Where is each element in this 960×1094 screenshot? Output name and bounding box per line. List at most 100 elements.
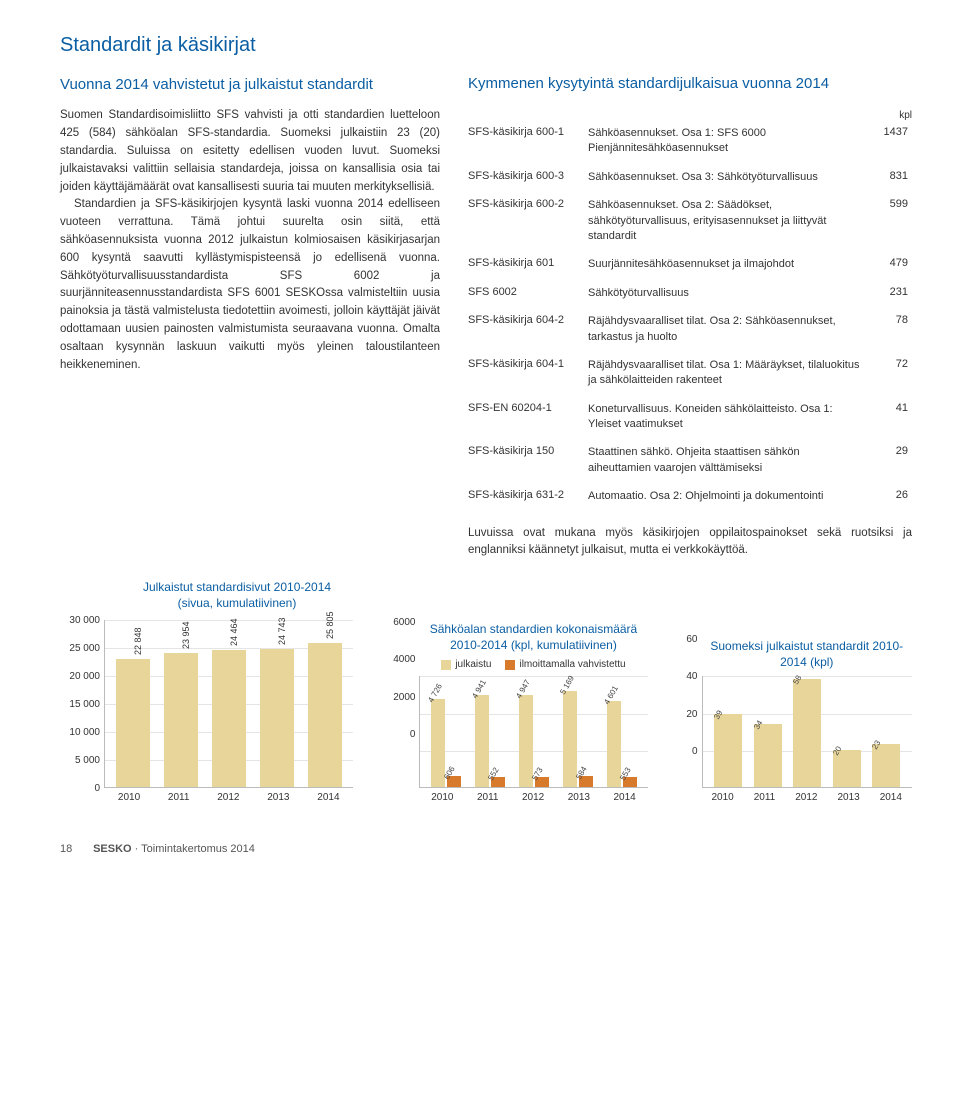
row-count: 599 — [868, 195, 912, 254]
table-row: SFS-käsikirja 150Staattinen sähkö. Ohjei… — [468, 442, 912, 486]
y-tick-label: 15 000 — [60, 699, 100, 710]
row-count: 72 — [868, 355, 912, 399]
page-number: 18 — [60, 843, 90, 855]
x-year: 2014 — [613, 792, 635, 803]
x-year: 2013 — [837, 792, 859, 803]
bar: 58 — [793, 679, 821, 787]
row-id: SFS-käsikirja 631-2 — [468, 486, 588, 514]
x-year: 2012 — [795, 792, 817, 803]
row-id: SFS-käsikirja 600-1 — [468, 123, 588, 167]
bar-value: 20 — [831, 745, 843, 757]
chart-pages: Julkaistut standardisivut 2010-2014 (siv… — [60, 620, 353, 803]
row-count: 29 — [868, 442, 912, 486]
bar: 25 805 — [308, 643, 342, 788]
bar-value: 22 848 — [133, 628, 143, 656]
bar-group: 5 169584 — [563, 691, 593, 787]
bar-group: 4 941552 — [475, 695, 505, 787]
row-count: 1437 — [868, 123, 912, 167]
row-desc: Sähköasennukset. Osa 1: SFS 6000 Pienjän… — [588, 123, 868, 167]
right-heading: Kymmenen kysytyintä standardijulkaisua v… — [468, 75, 912, 92]
x-year: 2012 — [522, 792, 544, 803]
bar-s2: 584 — [579, 776, 593, 787]
bar-value: 4 941 — [470, 678, 488, 700]
x-year: 2011 — [477, 792, 499, 803]
row-desc: Sähkötyöturvallisuus — [588, 283, 868, 311]
table-row: SFS-käsikirja 631-2Automaatio. Osa 2: Oh… — [468, 486, 912, 514]
x-year: 2010 — [431, 792, 453, 803]
bar: 23 954 — [164, 653, 198, 787]
y-tick-label: 25 000 — [60, 643, 100, 654]
y-tick-label: 0 — [678, 746, 698, 757]
chart3-title: Suomeksi julkaistut standardit 2010-2014… — [702, 639, 913, 670]
footer-doc: Toimintakertomus 2014 — [141, 843, 255, 855]
bar-value: 25 805 — [325, 611, 335, 639]
row-id: SFS-EN 60204-1 — [468, 399, 588, 443]
bar-value: 23 — [870, 739, 882, 751]
bar-group: 4 726606 — [431, 699, 461, 787]
chart-finnish: Suomeksi julkaistut standardit 2010-2014… — [678, 639, 913, 803]
table-row: SFS-käsikirja 604-2Räjähdysvaaralliset t… — [468, 311, 912, 355]
row-desc: Suurjännitesähköasennukset ja ilmajohdot — [588, 254, 868, 282]
bar-s2: 606 — [447, 776, 461, 787]
chart-total: Sähköalan standardien kokonaismäärä 2010… — [383, 622, 647, 803]
bar-value: 4 726 — [427, 682, 445, 704]
row-id: SFS-käsikirja 601 — [468, 254, 588, 282]
chart2-legend: julkaistu ilmoittamalla vahvistettu — [419, 659, 647, 670]
x-year: 2010 — [711, 792, 733, 803]
bar-s1: 4 947 — [519, 695, 533, 787]
bar-s2: 553 — [623, 777, 637, 787]
row-desc: Sähköasennukset. Osa 2: Säädökset, sähkö… — [588, 195, 868, 254]
row-count: 479 — [868, 254, 912, 282]
y-tick-label: 10 000 — [60, 727, 100, 738]
row-desc: Räjähdysvaaralliset tilat. Osa 2: Sähköa… — [588, 311, 868, 355]
row-id: SFS-käsikirja 604-1 — [468, 355, 588, 399]
row-count: 41 — [868, 399, 912, 443]
table-row: SFS-käsikirja 600-2Sähköasennukset. Osa … — [468, 195, 912, 254]
y-tick-label: 6000 — [383, 617, 415, 628]
chart2-title: Sähköalan standardien kokonaismäärä 2010… — [419, 622, 647, 653]
bar-group: 4 947573 — [519, 695, 549, 787]
row-desc: Sähköasennukset. Osa 3: Sähkötyöturvalli… — [588, 167, 868, 195]
row-count: 231 — [868, 283, 912, 311]
bar: 23 — [872, 744, 900, 787]
row-desc: Koneturvallisuus. Koneiden sähkölaitteis… — [588, 399, 868, 443]
row-desc: Automaatio. Osa 2: Ohjelmointi ja dokume… — [588, 486, 868, 514]
row-count: 831 — [868, 167, 912, 195]
row-id: SFS-käsikirja 600-3 — [468, 167, 588, 195]
table-row: SFS-käsikirja 601Suurjännitesähköasennuk… — [468, 254, 912, 282]
y-tick-label: 4000 — [383, 654, 415, 665]
bar: 24 464 — [212, 650, 246, 787]
top10-table: SFS-käsikirja 600-1Sähköasennukset. Osa … — [468, 123, 912, 515]
bar-value: 34 — [752, 719, 764, 731]
row-id: SFS-käsikirja 600-2 — [468, 195, 588, 254]
row-count: 26 — [868, 486, 912, 514]
page-footer: 18 SESKO · Toimintakertomus 2014 — [60, 843, 912, 855]
bar: 22 848 — [116, 659, 150, 787]
bar-value: 24 464 — [229, 619, 239, 647]
table-footnote: Luvuissa ovat mukana myös käsikirjojen o… — [468, 525, 912, 561]
bar: 34 — [754, 724, 782, 787]
kpl-label: kpl — [468, 110, 912, 121]
table-row: SFS-käsikirja 600-1Sähköasennukset. Osa … — [468, 123, 912, 167]
bar: 39 — [714, 714, 742, 787]
x-year: 2014 — [317, 792, 339, 803]
row-desc: Staattinen sähkö. Ohjeita staattisen säh… — [588, 442, 868, 486]
row-id: SFS 6002 — [468, 283, 588, 311]
page-main-title: Standardit ja käsikirjat — [60, 34, 912, 57]
chart1-title: Julkaistut standardisivut 2010-2014 (siv… — [132, 580, 342, 611]
x-year: 2010 — [118, 792, 140, 803]
bar-value: 23 954 — [181, 622, 191, 650]
footer-org: SESKO — [93, 843, 132, 855]
y-tick-label: 20 000 — [60, 671, 100, 682]
bar: 20 — [833, 750, 861, 787]
row-count: 78 — [868, 311, 912, 355]
y-tick-label: 30 000 — [60, 615, 100, 626]
row-id: SFS-käsikirja 604-2 — [468, 311, 588, 355]
y-tick-label: 0 — [60, 783, 100, 794]
left-heading: Vuonna 2014 vahvistetut ja julkaistut st… — [60, 75, 440, 95]
bar-value: 4 601 — [602, 685, 620, 707]
bar-s1: 5 169 — [563, 691, 577, 787]
y-tick-label: 0 — [383, 729, 415, 740]
x-year: 2011 — [168, 792, 190, 803]
y-tick-label: 2000 — [383, 692, 415, 703]
